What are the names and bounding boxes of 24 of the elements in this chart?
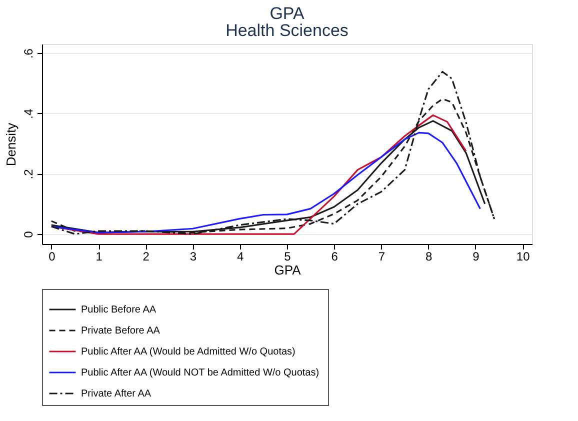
x-tick-label: 6 xyxy=(331,250,338,264)
y-tick-label: 0 xyxy=(22,230,36,238)
legend-label: Private Before AA xyxy=(81,326,160,336)
x-tick-label: 4 xyxy=(237,250,244,264)
x-tick-label: 7 xyxy=(378,250,386,264)
x-tick-label: 9 xyxy=(472,250,480,264)
y-tick-label: .6 xyxy=(22,48,36,59)
x-tick-label: 0 xyxy=(48,250,56,264)
legend-label: Public Before AA xyxy=(81,304,156,316)
legend-label: Public After AA (Would NOT be Admitted W/o Quotas) xyxy=(81,368,320,378)
x-tick-label: 10 xyxy=(516,250,530,264)
x-tick-label: 8 xyxy=(426,250,432,264)
legend-label: Private After AA xyxy=(81,388,152,400)
y-tick-label: .2 xyxy=(22,168,36,180)
x-tick-label: 3 xyxy=(190,250,197,264)
x-tick-label: 5 xyxy=(284,250,292,264)
chart-subtitle: Health Sciences xyxy=(226,21,348,40)
x-tick-label: 1 xyxy=(96,250,103,264)
y-tick-label: .4 xyxy=(22,108,36,119)
x-tick-label: 2 xyxy=(142,250,150,264)
chart-title: GPA xyxy=(270,4,305,23)
y-axis-title: Density xyxy=(4,122,18,166)
x-axis-title: GPA xyxy=(274,262,302,278)
legend-label: Public After AA (Would be Admitted W/o Quotas) xyxy=(81,346,296,358)
